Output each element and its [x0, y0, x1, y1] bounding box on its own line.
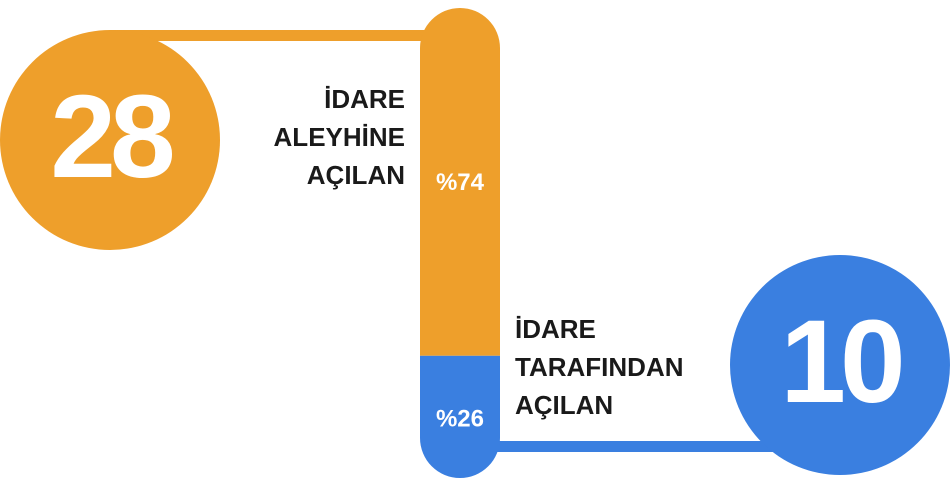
count: 28 [50, 71, 172, 203]
count-circle [0, 30, 220, 250]
percent-label: %26 [436, 405, 484, 432]
label-line: TARAFINDAN [515, 352, 684, 382]
label-line: İDARE [515, 314, 596, 344]
bar-group [420, 8, 500, 478]
count-circle [730, 255, 950, 475]
label-line: AÇILAN [515, 390, 613, 420]
connector [110, 30, 450, 41]
label-line: İDARE [324, 84, 405, 114]
count: 10 [780, 296, 901, 428]
bar-segment [420, 8, 500, 356]
connector [470, 441, 840, 452]
label-line: ALEYHİNE [274, 122, 405, 152]
label-line: AÇILAN [307, 160, 405, 190]
bar-segment [420, 355, 500, 478]
percent-label: %74 [436, 169, 485, 196]
